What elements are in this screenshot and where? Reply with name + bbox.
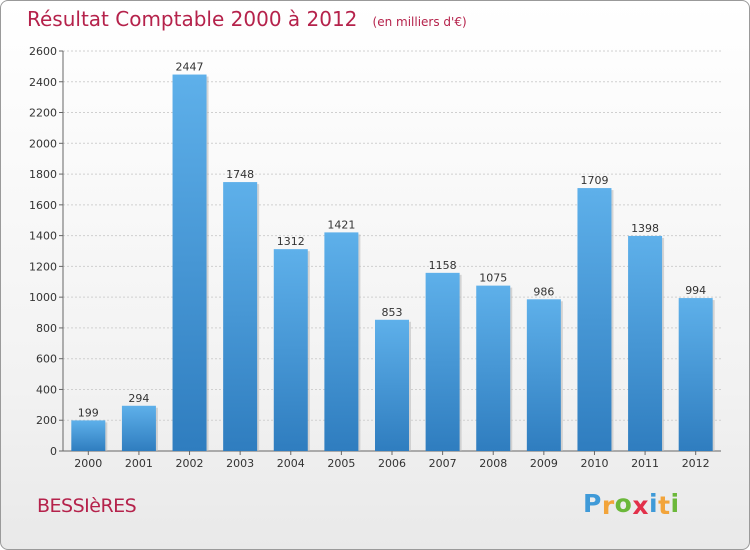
data-label: 986 [533, 285, 554, 298]
data-label: 1075 [479, 272, 507, 285]
bar-2001 [121, 405, 156, 451]
x-tick-label: 2007 [429, 457, 457, 470]
logo-letter: o [614, 489, 633, 518]
x-tick-label: 2003 [226, 457, 254, 470]
bar-chart: 0 200 400 600 800 1000 1200 1400 1600 1800 2000 220… [29, 45, 721, 470]
y-tick-label: 0 [50, 445, 57, 458]
data-label: 1158 [429, 259, 457, 272]
data-label: 294 [128, 392, 149, 405]
x-tick-label: 2000 [74, 457, 102, 470]
chart-title: Résultat Comptable 2000 à 2012 [27, 7, 358, 31]
x-tick-label: 2006 [378, 457, 406, 470]
chart-subtitle: (en milliers d'€) [372, 15, 467, 29]
data-label: 1312 [277, 235, 305, 248]
x-tick-label: 2009 [530, 457, 558, 470]
bar-2009 [526, 299, 561, 451]
bar-2000 [71, 420, 106, 451]
y-tick-label: 200 [36, 414, 57, 427]
bar-2011 [628, 235, 663, 451]
y-tick-label: 1600 [29, 199, 57, 212]
y-tick-label: 1000 [29, 291, 57, 304]
y-tick-label: 2200 [29, 107, 57, 120]
logo-letter: r [601, 491, 615, 520]
data-label: 1709 [580, 174, 608, 187]
chart-title-row: Résultat Comptable 2000 à 2012 (en milli… [27, 7, 467, 31]
y-tick-label: 1200 [29, 260, 57, 273]
y-tick-label: 2000 [29, 137, 57, 150]
logo-letter: x [632, 491, 649, 520]
x-tick-label: 2001 [125, 457, 153, 470]
y-tick-label: 2600 [29, 45, 57, 58]
x-tick-label: 2008 [479, 457, 507, 470]
y-tick-label: 400 [36, 383, 57, 396]
logo-letter: i [649, 489, 659, 518]
x-tick-label: 2002 [176, 457, 204, 470]
bar-2012 [678, 298, 713, 451]
x-tick-label: 2010 [580, 457, 608, 470]
bar-2007 [425, 272, 460, 451]
bar-2004 [273, 249, 308, 451]
data-label: 2447 [176, 61, 204, 74]
bar-2002 [172, 74, 207, 452]
x-tick-label: 2012 [682, 457, 710, 470]
bar-2008 [476, 285, 511, 451]
y-tick-label: 800 [36, 322, 57, 335]
bar-2006 [375, 319, 409, 451]
x-tick-label: 2005 [327, 457, 355, 470]
data-label: 1398 [631, 222, 659, 235]
y-tick-label: 600 [36, 353, 57, 366]
data-label: 199 [78, 406, 99, 419]
bar-2005 [324, 232, 359, 451]
data-label: 1748 [226, 168, 254, 181]
data-label: 853 [382, 306, 403, 319]
x-tick-label: 2004 [277, 457, 305, 470]
data-label: 1421 [327, 218, 355, 231]
proxiti-logo: Proxiti [583, 489, 680, 520]
y-tick-label: 1400 [29, 230, 57, 243]
commune-name: BESSIèRES [37, 495, 137, 517]
logo-letter: i [670, 489, 680, 518]
bar-2010 [577, 188, 612, 452]
x-tick-label: 2011 [631, 457, 659, 470]
logo-letter: P [583, 489, 602, 518]
bar-2003 [223, 182, 258, 452]
y-tick-label: 2400 [29, 76, 57, 89]
y-tick-label: 1800 [29, 168, 57, 181]
logo-letter: t [658, 491, 671, 520]
data-label: 994 [685, 284, 706, 297]
